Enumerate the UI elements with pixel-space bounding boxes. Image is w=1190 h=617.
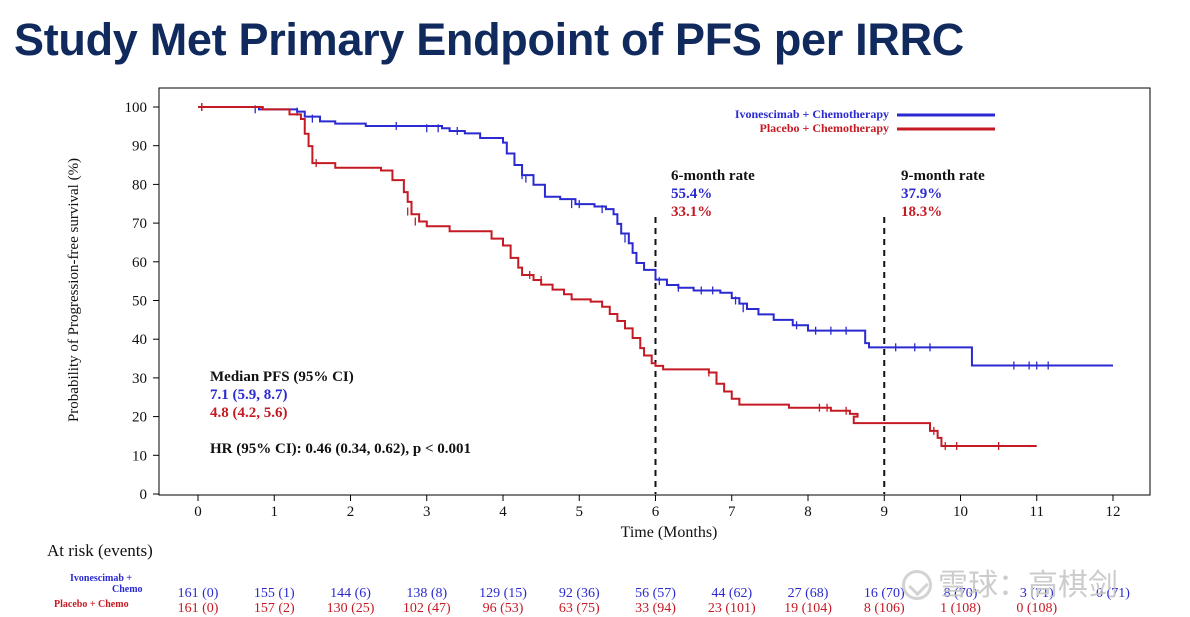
x-tick-label: 0 xyxy=(194,504,202,520)
nine-month-ivo-rate: 37.9% xyxy=(901,186,942,202)
x-axis-label: Time (Months) xyxy=(621,524,718,540)
at-risk-row-label: Chemo xyxy=(112,584,143,595)
median-pfs-label: Median PFS (95% CI) xyxy=(210,369,354,385)
at-risk-cell: 102 (47) xyxy=(402,601,451,616)
at-risk-cell: 96 (53) xyxy=(482,601,524,616)
y-tick-label: 70 xyxy=(132,216,147,232)
x-tick-label: 7 xyxy=(728,504,736,520)
at-risk-cell: 19 (104) xyxy=(784,601,832,616)
at-risk-cell: 155 (1) xyxy=(253,586,295,601)
legend-label-ivonescimab: Ivonescimab + Chemotherapy xyxy=(735,107,889,121)
six-month-ivo-rate: 55.4% xyxy=(671,186,712,202)
median-pfs-pbo: 4.8 (4.2, 5.6) xyxy=(210,405,288,421)
at-risk-cell: 56 (57) xyxy=(635,586,676,601)
page-title: Study Met Primary Endpoint of PFS per IR… xyxy=(14,14,964,65)
x-tick-label: 11 xyxy=(1030,504,1044,520)
nine-month-pbo-rate: 18.3% xyxy=(901,204,942,220)
at-risk-cell: 161 (0) xyxy=(177,601,219,616)
y-tick-label: 100 xyxy=(125,100,148,116)
x-tick-label: 2 xyxy=(347,504,355,520)
at-risk-cell: 8 (70) xyxy=(943,586,978,601)
x-tick-label: 3 xyxy=(423,504,431,520)
km-curve-ivonescimab xyxy=(198,106,1113,367)
at-risk-cell: 3 (71) xyxy=(1019,586,1054,601)
y-tick-label: 80 xyxy=(132,177,147,193)
at-risk-cell: 92 (36) xyxy=(558,586,600,601)
x-tick-label: 5 xyxy=(576,504,584,520)
km-curve-placebo xyxy=(198,106,1037,448)
x-tick-label: 9 xyxy=(881,504,889,520)
six-month-label: 6-month rate xyxy=(671,168,755,184)
at-risk-cell: 129 (15) xyxy=(479,586,527,601)
at-risk-cell: 144 (6) xyxy=(330,586,371,601)
annotations: Ivonescimab + Chemotherapy Placebo + Che… xyxy=(210,107,995,457)
km-curves xyxy=(198,103,1113,494)
at-risk-cell: 63 (75) xyxy=(558,601,600,616)
at-risk-cell: 33 (94) xyxy=(635,601,676,616)
y-tick-label: 10 xyxy=(132,448,147,464)
at-risk-cell: 0 (108) xyxy=(1016,601,1058,616)
at-risk-cell: 16 (70) xyxy=(863,586,905,601)
watermark-text: 雪球：高棋剑 xyxy=(938,568,1118,603)
y-tick-label: 90 xyxy=(132,139,147,155)
x-tick-label: 4 xyxy=(499,504,507,520)
hazard-ratio: HR (95% CI): 0.46 (0.34, 0.62), p < 0.00… xyxy=(210,441,471,457)
at-risk-row-label: Ivonescimab + xyxy=(70,573,133,584)
y-tick-label: 20 xyxy=(132,410,147,426)
y-tick-label: 60 xyxy=(132,255,147,271)
at-risk-cell: 23 (101) xyxy=(707,601,756,616)
at-risk-cell: 157 (2) xyxy=(253,601,295,616)
at-risk-cell: 161 (0) xyxy=(177,586,219,601)
legend-label-placebo: Placebo + Chemotherapy xyxy=(760,121,890,135)
x-tick-label: 12 xyxy=(1106,504,1121,520)
y-axis-label: Probability of Progression-free survival… xyxy=(66,158,82,422)
watermark: 雪球：高棋剑 xyxy=(902,560,1118,604)
at-risk-title: At risk (events) xyxy=(47,541,153,560)
at-risk-cell: 138 (8) xyxy=(406,586,448,601)
at-risk-cell: 27 (68) xyxy=(787,586,829,601)
y-tick-label: 50 xyxy=(132,294,147,310)
six-month-pbo-rate: 33.1% xyxy=(671,204,712,220)
y-tick-label: 40 xyxy=(132,332,147,348)
at-risk-cell: 1 (108) xyxy=(940,601,981,616)
at-risk-cell: 8 (106) xyxy=(863,601,905,616)
x-tick-label: 6 xyxy=(652,504,660,520)
x-tick-label: 8 xyxy=(804,504,812,520)
plot-frame xyxy=(158,87,1151,496)
at-risk-cell: 44 (62) xyxy=(711,586,753,601)
snowball-logo-icon xyxy=(902,570,932,600)
median-pfs-ivo: 7.1 (5.9, 8.7) xyxy=(210,387,288,403)
at-risk-row-label: Placebo + Chemo xyxy=(54,599,129,610)
x-tick-label: 10 xyxy=(953,504,968,520)
nine-month-label: 9-month rate xyxy=(901,168,985,184)
x-tick-label: 1 xyxy=(271,504,279,520)
y-tick-label: 30 xyxy=(132,371,147,387)
y-tick-label: 0 xyxy=(140,487,148,503)
at-risk-cell: 0 (71) xyxy=(1096,586,1130,601)
at-risk-cell: 130 (25) xyxy=(326,601,375,616)
